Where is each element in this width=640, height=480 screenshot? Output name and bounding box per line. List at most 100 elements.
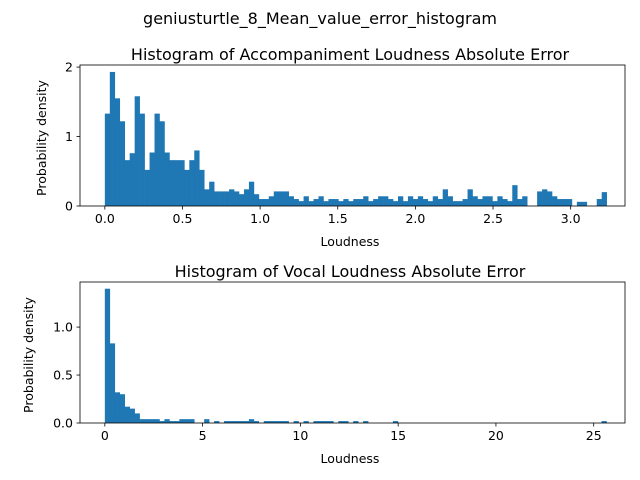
accompaniment-x-tick-label: 3.0 [561, 211, 581, 226]
accompaniment-bar [373, 199, 379, 206]
accompaniment-bar [358, 199, 364, 206]
accompaniment-bar [328, 199, 334, 206]
accompaniment-bar [124, 160, 130, 206]
accompaniment-bar [224, 191, 230, 206]
accompaniment-bar [164, 152, 170, 206]
accompaniment-chart-title: Histogram of Accompaniment Loudness Abso… [131, 45, 570, 64]
accompaniment-bar [258, 199, 265, 206]
vocal-bar [154, 419, 160, 423]
vocal-bar [313, 421, 319, 423]
accompaniment-bar [437, 199, 444, 206]
vocal-bar [318, 421, 324, 423]
vocal-bar [323, 421, 329, 423]
accompaniment-bar [378, 196, 384, 206]
accompaniment-bar [229, 189, 235, 206]
accompaniment-bar [189, 160, 195, 206]
vocal-histogram: Histogram of Vocal Loudness Absolute Err… [21, 262, 626, 466]
vocal-bar [238, 421, 245, 423]
accompaniment-bar [502, 199, 508, 206]
vocal-y-tick-label: 0.0 [53, 416, 73, 431]
accompaniment-bar [512, 185, 518, 206]
accompaniment-bar [397, 196, 404, 206]
vocal-x-tick-label: 0 [101, 428, 109, 443]
vocal-bar [149, 419, 155, 423]
vocal-bar [159, 421, 165, 423]
accompaniment-bar [209, 181, 215, 206]
accompaniment-bar [293, 199, 299, 206]
accompaniment-bar [368, 201, 374, 206]
accompaniment-bar [149, 152, 155, 206]
accompaniment-bar [134, 96, 140, 206]
accompaniment-bar [422, 199, 429, 206]
accompaniment-bar [323, 201, 329, 206]
accompaniment-bar [119, 121, 126, 206]
vocal-bar [134, 413, 140, 423]
accompaniment-bar [472, 196, 478, 206]
vocal-plot-frame [79, 281, 626, 424]
accompaniment-bar [174, 160, 180, 206]
vocal-y-tick-label: 1.0 [53, 320, 73, 335]
accompaniment-bar [333, 199, 339, 206]
accompaniment-bar [601, 192, 607, 206]
vocal-bar [268, 421, 275, 423]
accompaniment-bar [234, 191, 240, 206]
vocal-bars [104, 288, 607, 423]
vocal-bar [129, 408, 135, 423]
vocal-bar [174, 421, 180, 423]
accompaniment-bar [159, 121, 165, 206]
accompaniment-bar [219, 191, 225, 206]
accompaniment-bar [283, 191, 289, 206]
accompaniment-bar [313, 199, 319, 206]
vocal-bar [253, 421, 260, 423]
accompaniment-bar [273, 191, 280, 206]
accompaniment-bar [154, 113, 160, 206]
accompaniment-bar [427, 201, 434, 206]
accompaniment-bar [487, 196, 493, 206]
accompaniment-x-tick-label: 2.5 [483, 211, 503, 226]
accompaniment-y-axis-label: Probability density [34, 79, 49, 195]
accompaniment-bar [239, 194, 245, 206]
accompaniment-bar [507, 201, 513, 206]
vocal-bar [189, 419, 195, 423]
vocal-x-tick-label: 10 [292, 428, 308, 443]
vocal-bar [338, 421, 344, 423]
accompaniment-bar [561, 199, 568, 206]
accompaniment-bar [497, 196, 503, 206]
accompaniment-bar [432, 196, 439, 206]
vocal-bar [392, 421, 399, 423]
accompaniment-bar [402, 201, 409, 206]
accompaniment-bar [482, 196, 488, 206]
accompaniment-bar [467, 189, 473, 206]
vocal-bar [293, 421, 299, 423]
accompaniment-bar [343, 199, 349, 206]
accompaniment-bar [268, 196, 275, 206]
accompaniment-bar [253, 194, 260, 206]
vocal-x-tick-label: 15 [390, 428, 406, 443]
vocal-bar [273, 421, 279, 423]
vocal-bar [169, 421, 175, 423]
accompaniment-bar [169, 160, 175, 206]
vocal-x-tick-label: 5 [199, 428, 207, 443]
accompaniment-bar [278, 191, 285, 206]
accompaniment-bar [179, 160, 185, 206]
accompaniment-bar [353, 199, 359, 206]
accompaniment-bar [547, 191, 553, 206]
vocal-y-axis-label: Probability density [21, 296, 36, 412]
accompaniment-bar [214, 191, 220, 206]
accompaniment-bar [576, 201, 583, 206]
vocal-x-tick-label: 20 [488, 428, 504, 443]
accompaniment-bar [407, 196, 414, 206]
vocal-bar [214, 421, 220, 423]
accompaniment-bar [517, 199, 523, 206]
vocal-bar [363, 421, 369, 423]
accompaniment-bar [581, 201, 588, 206]
accompaniment-x-tick-label: 1.0 [250, 211, 270, 226]
accompaniment-bar [109, 71, 116, 206]
vocal-bar [343, 421, 349, 423]
vocal-bar [144, 419, 150, 423]
vocal-bar [229, 421, 235, 423]
vocal-bar [328, 421, 334, 423]
accompaniment-bar [248, 181, 255, 206]
accompaniment-x-tick-label: 0.5 [173, 211, 193, 226]
